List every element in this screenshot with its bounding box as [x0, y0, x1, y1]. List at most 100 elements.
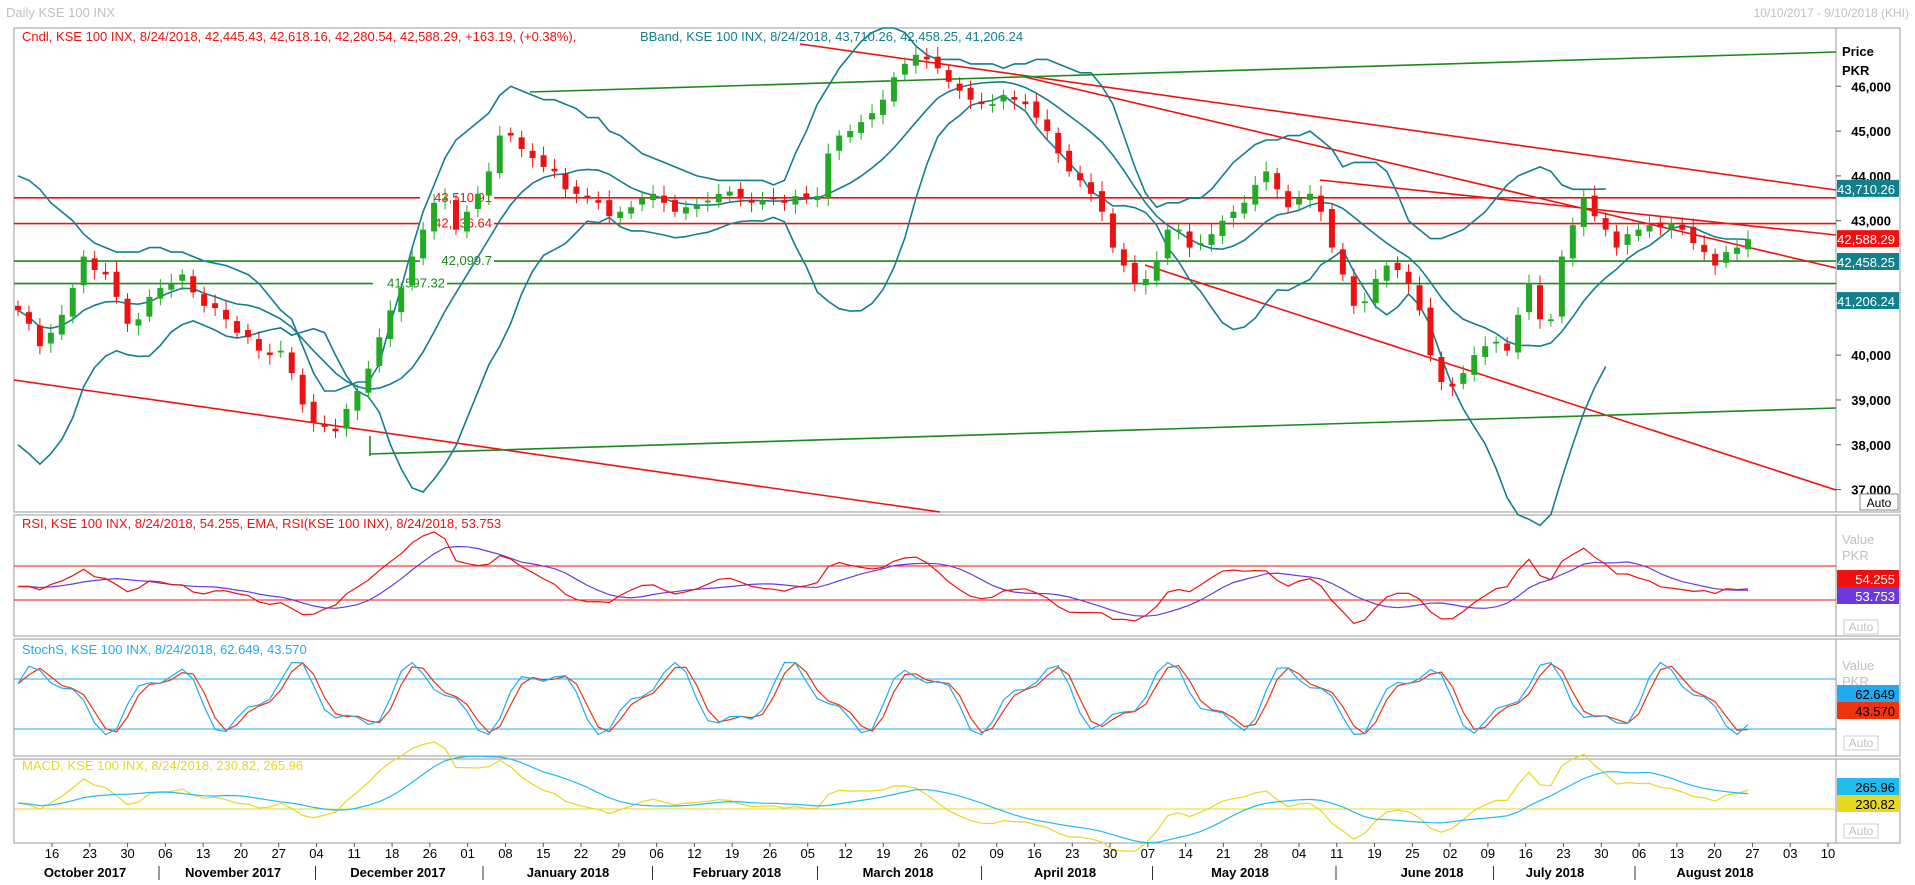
price-badges: 43,710.26 42,588.29 42,458.25 41,206.24 [1837, 179, 1899, 310]
candle-body [814, 196, 821, 201]
candle-body [606, 200, 613, 217]
month-label: August 2018 [1676, 865, 1753, 880]
candle-body [803, 193, 810, 199]
candle-body [1734, 247, 1741, 254]
time-tick-label: 27 [271, 846, 285, 861]
time-tick-label: 16 [1027, 846, 1041, 861]
month-label: July 2018 [1526, 865, 1585, 880]
candle-body [223, 309, 230, 320]
time-tick-label: 04 [1292, 846, 1306, 861]
candle-body [847, 131, 854, 138]
time-tick-label: 21 [1216, 846, 1230, 861]
candle-body [1208, 234, 1215, 245]
stoch-k-badge-bg [1837, 685, 1899, 702]
candle-body [442, 198, 449, 201]
candle-body [617, 211, 624, 219]
level-label: 43,510.91 [434, 190, 492, 205]
time-tick-label: 23 [1556, 846, 1570, 861]
trend-line [529, 51, 1837, 93]
candle-body [737, 188, 744, 199]
candle-body [595, 200, 602, 203]
candle-body [1088, 182, 1095, 194]
time-tick-label: 12 [687, 846, 701, 861]
candle-body [91, 258, 98, 270]
candle-body [1164, 229, 1171, 259]
candle-body [1011, 97, 1018, 100]
time-tick-label: 06 [649, 846, 663, 861]
month-label: December 2017 [350, 865, 445, 880]
candle-body [1394, 262, 1401, 270]
bband-legend: BBand, KSE 100 INX, 8/24/2018, 43,710.26… [640, 29, 1023, 44]
rsi-auto-label: Auto [1849, 620, 1874, 634]
candle-body [15, 305, 21, 311]
candle-body [704, 200, 711, 203]
time-tick-label: 02 [952, 846, 966, 861]
candle-body [956, 83, 963, 91]
bb-mid-badge-bg [1837, 252, 1899, 270]
candle-body [25, 312, 32, 324]
candle-body [1317, 195, 1324, 212]
candle-body [354, 391, 361, 411]
candle-body [1416, 285, 1423, 311]
time-tick-label: 30 [1103, 846, 1117, 861]
price-axis-unit: Price [1842, 44, 1874, 59]
bb-lower-badge: 41,206.24 [1837, 294, 1895, 309]
candle-body [1712, 253, 1719, 266]
time-tick-label: 11 [1330, 846, 1344, 861]
bband-upper [17, 27, 1606, 392]
time-tick-label: 10 [1821, 846, 1835, 861]
candle-body [1307, 193, 1314, 201]
auto-button-label: Auto [1867, 496, 1892, 510]
candle-body [880, 99, 886, 115]
month-label: June 2018 [1401, 865, 1464, 880]
candle-body [1679, 224, 1686, 230]
bb-mid-badge: 42,458.25 [1837, 255, 1895, 270]
candle-body [1602, 218, 1609, 230]
bb-upper-badge: 43,710.26 [1837, 182, 1895, 197]
candle-body [671, 200, 678, 212]
stoch-auto-button [1843, 735, 1879, 751]
candle-body [1690, 226, 1697, 244]
candle-body [1044, 119, 1051, 132]
candle-body [978, 101, 985, 105]
candle-body [1142, 278, 1149, 286]
candle-body [1635, 229, 1642, 236]
candle-body [507, 132, 514, 136]
candle-body [1558, 256, 1565, 317]
candle-body [1197, 243, 1204, 245]
candle-body [1186, 231, 1193, 248]
bband-middle [17, 80, 1749, 391]
auto-button[interactable] [1859, 493, 1899, 511]
candle-body [1745, 239, 1751, 250]
month-label: January 2018 [527, 865, 609, 880]
candle-body [58, 314, 65, 335]
candle-body [1383, 265, 1390, 281]
candle-body [146, 296, 153, 317]
time-tick-label: 19 [725, 846, 739, 861]
rsi-badge: 54.255 [1855, 572, 1895, 587]
time-tick-label: 08 [498, 846, 512, 861]
time-tick-label: 03 [1783, 846, 1797, 861]
candle-body [277, 350, 284, 353]
rsi-lines: 54.255 53.753 Auto [14, 531, 1899, 635]
stoch-k-line [17, 661, 1749, 736]
macd-signal-line [17, 755, 1749, 844]
candle-body [1471, 355, 1478, 375]
candle-body [540, 155, 547, 167]
candle-body [1624, 234, 1631, 245]
price-pane: 43,510.91 42,936.64 42,099.7 41,597.32 Cndl… [13, 27, 1899, 527]
close-badge-bg [1837, 230, 1899, 248]
candle-body [650, 193, 657, 201]
candle-body [1580, 198, 1587, 227]
candle-body [36, 325, 43, 347]
level-label: 42,936.64 [434, 216, 492, 231]
time-tick-label: 26 [763, 846, 777, 861]
candle-body [102, 271, 109, 275]
trend-line [369, 407, 1837, 455]
time-tick-label: 01 [460, 846, 474, 861]
stoch-auto-label: Auto [1849, 736, 1874, 750]
macd-badge: 265.96 [1855, 780, 1895, 795]
candle-body [661, 195, 668, 203]
candle-body [1723, 252, 1730, 263]
candle-body [420, 229, 427, 259]
